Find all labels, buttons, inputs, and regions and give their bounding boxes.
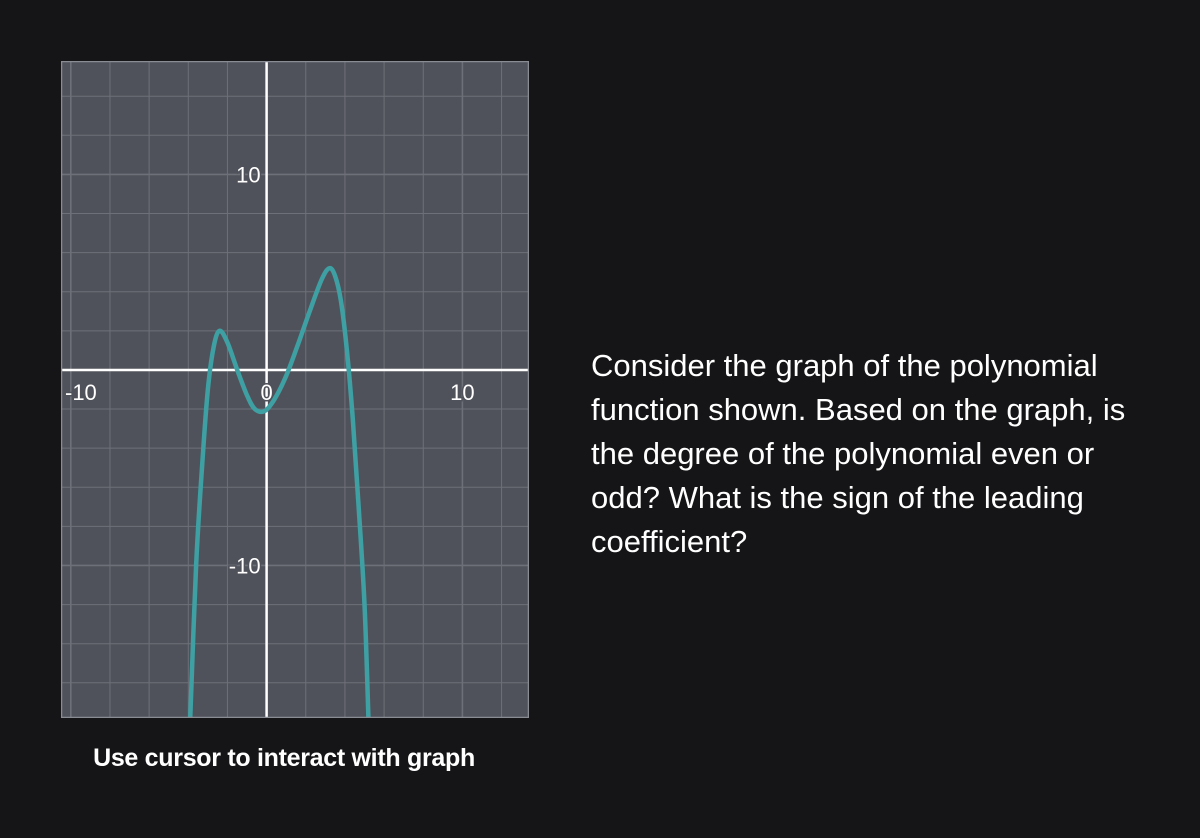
x-tick-label: -10 — [65, 380, 97, 405]
x-tick-label: 0 — [260, 380, 272, 405]
graph-plot[interactable]: -10 0 10 10 -10 — [61, 61, 529, 718]
question-text: Consider the graph of the polynomial fun… — [591, 348, 1126, 559]
plot-border — [61, 61, 529, 718]
y-tick-label: -10 — [229, 553, 261, 578]
tick-labels: -10 0 10 10 -10 — [64, 161, 477, 580]
axes — [61, 61, 529, 718]
curve-layer — [187, 265, 371, 718]
graph-caption: Use cursor to interact with graph — [93, 744, 475, 772]
y-tick-label: 10 — [236, 162, 260, 187]
plot-background — [61, 61, 529, 718]
polynomial-curve-0 — [187, 265, 371, 718]
graph-panel[interactable]: -10 0 10 10 -10 — [61, 61, 529, 718]
grid-lines — [61, 61, 529, 718]
x-tick-label: 10 — [450, 380, 474, 405]
